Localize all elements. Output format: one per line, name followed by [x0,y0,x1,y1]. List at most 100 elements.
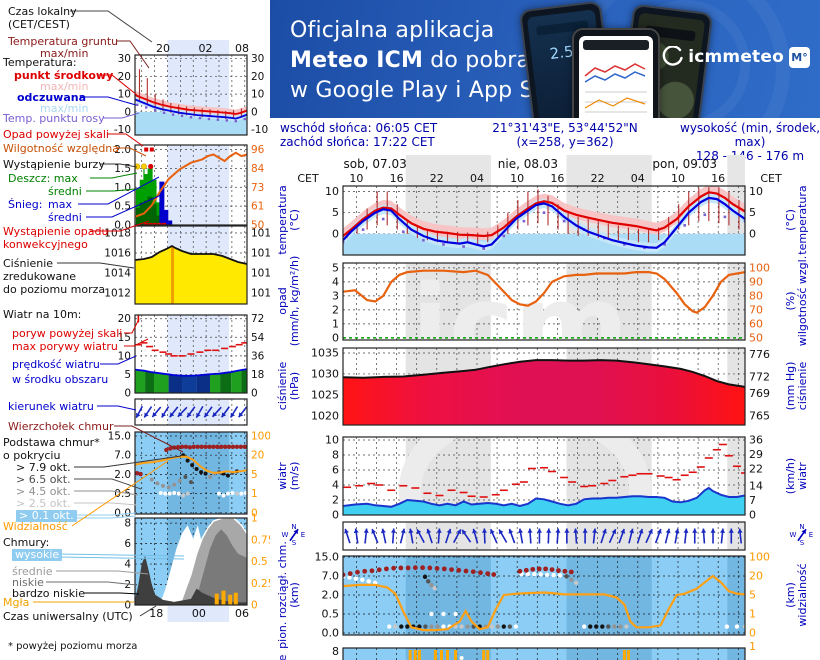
svg-text:0: 0 [124,600,131,612]
svg-text:5: 5 [251,469,258,481]
svg-text:06: 06 [235,607,249,620]
svg-text:1012: 1012 [251,288,270,300]
legend-footnote: * powyżej poziomu morza [8,641,138,652]
series-line [135,94,247,115]
svg-text:0: 0 [749,627,756,640]
chart-chmury [342,555,746,636]
svg-text:22: 22 [749,463,763,476]
svg-text:16: 16 [390,172,404,185]
svg-text:0.5: 0.5 [114,201,131,213]
svg-text:22: 22 [591,172,605,185]
svg-text:6: 6 [332,464,339,477]
svg-text:1018: 1018 [251,228,270,240]
svg-text:100: 100 [251,431,270,443]
odczuwana-line [343,196,745,249]
svg-text:54: 54 [251,332,265,344]
svg-text:(°C): (°C) [784,209,797,231]
temperatura-line [343,191,745,238]
svg-text:3: 3 [332,289,339,302]
svg-text:16: 16 [550,172,564,185]
sunset-time: zachód słońca: 17:22 CET [280,135,435,149]
svg-text:15: 15 [118,332,131,344]
series-line [135,151,247,218]
mini-opad [134,144,248,226]
svg-text:0: 0 [749,509,756,522]
svg-text:7.0: 7.0 [322,570,340,583]
svg-text:(°C): (°C) [288,209,301,231]
svg-text:50: 50 [251,220,264,232]
svg-text:15.0: 15.0 [108,431,131,443]
svg-text:50: 50 [749,331,763,344]
svg-text:opad: opad [276,287,289,314]
svg-text:1035: 1035 [311,347,339,360]
svg-text:0: 0 [251,600,258,612]
series-line [135,368,247,377]
mini-zachmurzenie [134,517,248,606]
svg-text:20: 20 [118,313,131,325]
svg-text:5: 5 [749,206,756,219]
svg-text:70: 70 [749,303,763,316]
svg-text:765: 765 [749,410,770,423]
svg-text:0: 0 [332,331,339,344]
svg-text:8: 8 [332,449,339,462]
mini-temperatura [134,54,248,136]
svg-text:CET: CET [297,172,319,185]
mini-cisnienie [134,225,248,305]
mini-kierunek [134,398,248,426]
svg-text:0: 0 [124,106,131,118]
svg-text:22: 22 [430,172,444,185]
svg-text:84: 84 [251,163,265,175]
chart-cisnienie [342,347,746,426]
svg-text:15.0: 15.0 [315,551,340,564]
svg-text:(km/h): (km/h) [784,458,797,494]
svg-text:0.5: 0.5 [114,488,131,500]
series-line [179,518,247,605]
svg-text:7.0: 7.0 [114,450,131,462]
chart-kierunek [342,521,746,551]
svg-text:-10: -10 [114,124,131,136]
svg-text:E: E [809,531,813,539]
svg-text:0: 0 [251,106,258,118]
svg-text:0: 0 [124,388,131,400]
svg-text:73: 73 [251,182,264,194]
svg-text:1.0: 1.0 [114,182,131,194]
series-line [135,455,247,474]
legend-leader-lines [33,10,185,617]
svg-text:1: 1 [749,640,756,653]
svg-text:04: 04 [631,172,645,185]
svg-text:8: 8 [124,518,131,530]
svg-text:4: 4 [332,479,339,492]
svg-text:30: 30 [251,53,264,65]
chart-wiatr [342,436,746,516]
icmmeteo-logo: icmmeteo M° [661,46,810,68]
banner-app-name: Meteo ICM [290,48,424,73]
svg-text:1012: 1012 [104,288,131,300]
svg-text:769: 769 [749,387,770,400]
svg-text:1016: 1016 [251,248,270,260]
svg-text:2.0: 2.0 [114,144,131,156]
wilgotnosc-line [343,269,745,314]
svg-text:-10: -10 [251,124,268,136]
svg-text:wilgotność wzgl.: wilgotność wzgl. [796,256,809,346]
svg-text:4: 4 [124,559,131,571]
svg-text:100: 100 [749,551,770,564]
svg-text:100: 100 [749,261,770,274]
svg-text:18: 18 [251,369,264,381]
legend-mini-charts: 20 02 083020100-103020100-102.01.51.00.50.… [33,10,270,622]
svg-text:10: 10 [325,434,339,447]
app-banner[interactable]: Oficjalna aplikacja Meteo ICM do pobrani… [270,0,820,118]
svg-text:10: 10 [325,185,339,198]
svg-text:6: 6 [124,538,131,550]
logo-swirl-icon [662,46,683,66]
svg-text:776: 776 [749,348,770,361]
svg-text:2: 2 [124,579,131,591]
svg-text:1020: 1020 [311,409,339,422]
svg-text:20: 20 [156,42,170,55]
chart-temperatura [342,185,746,256]
svg-text:E: E [301,531,305,539]
sunrise-time: wschód słońca: 06:05 CET [280,121,438,135]
svg-text:0.5: 0.5 [322,608,340,621]
svg-text:1: 1 [332,317,339,330]
